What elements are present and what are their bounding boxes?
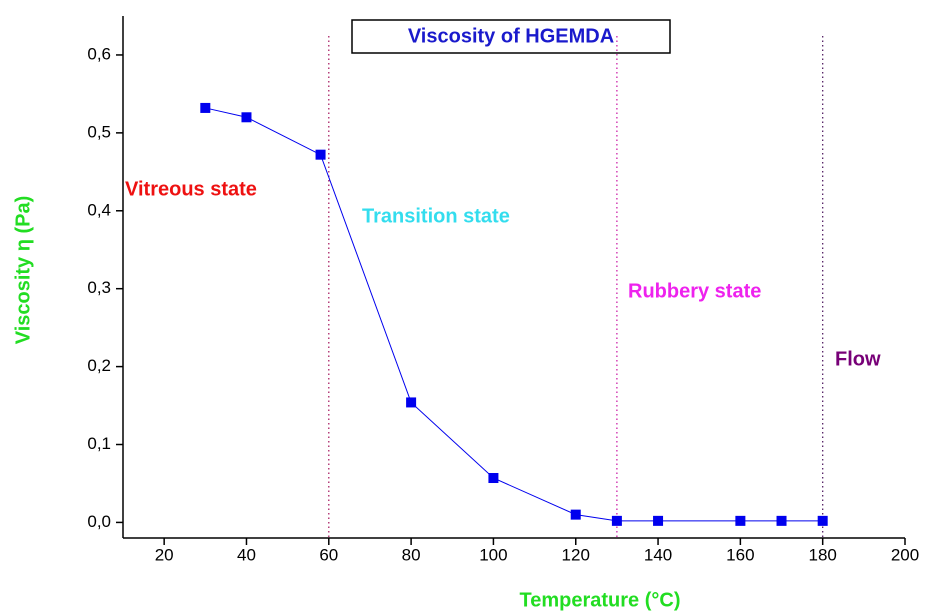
y-axis-label: Viscosity η (Pa) <box>12 196 34 345</box>
data-point <box>200 102 211 113</box>
state-label: Flow <box>835 348 881 370</box>
series-line <box>205 107 823 522</box>
state-label: Transition state <box>362 205 510 227</box>
y-tick-label: 0,0 <box>87 512 111 531</box>
state-label: Vitreous state <box>125 178 257 200</box>
x-tick-label: 140 <box>644 545 672 564</box>
x-tick-label: 80 <box>402 545 421 564</box>
data-point <box>653 515 664 526</box>
x-tick-label: 100 <box>479 545 507 564</box>
y-tick-label: 0,4 <box>87 200 111 219</box>
state-label: Rubbery state <box>628 280 761 302</box>
x-tick-label: 160 <box>726 545 754 564</box>
chart-title: Viscosity of HGEMDA <box>408 25 614 47</box>
data-point <box>488 473 499 484</box>
x-tick-label: 180 <box>808 545 836 564</box>
x-tick-label: 200 <box>891 545 919 564</box>
y-tick-label: 0,2 <box>87 356 111 375</box>
data-point <box>611 515 622 526</box>
data-point <box>241 112 252 123</box>
data-point <box>406 397 417 408</box>
x-tick-label: 40 <box>237 545 256 564</box>
data-point <box>570 509 581 520</box>
x-tick-label: 20 <box>155 545 174 564</box>
data-point <box>776 515 787 526</box>
y-tick-label: 0,6 <box>87 44 111 63</box>
data-point <box>315 149 326 160</box>
y-tick-label: 0,5 <box>87 122 111 141</box>
y-tick-label: 0,3 <box>87 278 111 297</box>
data-point <box>735 515 746 526</box>
y-tick-label: 0,1 <box>87 434 111 453</box>
x-tick-label: 120 <box>562 545 590 564</box>
x-tick-label: 60 <box>319 545 338 564</box>
data-point <box>817 515 828 526</box>
x-axis-label: Temperature (°C) <box>520 589 681 611</box>
